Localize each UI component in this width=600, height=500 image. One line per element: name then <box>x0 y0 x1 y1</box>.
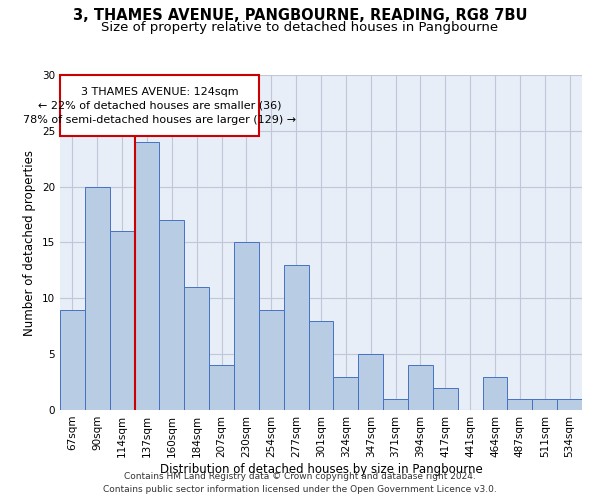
Bar <box>358 354 383 410</box>
Y-axis label: Number of detached properties: Number of detached properties <box>23 150 37 336</box>
Bar <box>408 366 433 410</box>
Text: 3 THAMES AVENUE: 124sqm
← 22% of detached houses are smaller (36)
78% of semi-de: 3 THAMES AVENUE: 124sqm ← 22% of detache… <box>23 86 296 124</box>
Bar <box>334 376 358 410</box>
X-axis label: Distribution of detached houses by size in Pangbourne: Distribution of detached houses by size … <box>160 462 482 475</box>
Bar <box>433 388 458 410</box>
Bar <box>209 366 234 410</box>
Bar <box>85 186 110 410</box>
Bar <box>184 287 209 410</box>
Bar <box>557 399 582 410</box>
Bar <box>110 232 134 410</box>
Bar <box>308 320 334 410</box>
Bar <box>508 399 532 410</box>
FancyBboxPatch shape <box>60 75 259 136</box>
Bar <box>284 265 308 410</box>
Bar <box>134 142 160 410</box>
Bar <box>482 376 508 410</box>
Text: Size of property relative to detached houses in Pangbourne: Size of property relative to detached ho… <box>101 21 499 34</box>
Bar <box>160 220 184 410</box>
Bar <box>532 399 557 410</box>
Bar <box>383 399 408 410</box>
Bar <box>60 310 85 410</box>
Text: Contains HM Land Registry data © Crown copyright and database right 2024.
Contai: Contains HM Land Registry data © Crown c… <box>103 472 497 494</box>
Bar <box>234 242 259 410</box>
Text: 3, THAMES AVENUE, PANGBOURNE, READING, RG8 7BU: 3, THAMES AVENUE, PANGBOURNE, READING, R… <box>73 8 527 22</box>
Bar <box>259 310 284 410</box>
